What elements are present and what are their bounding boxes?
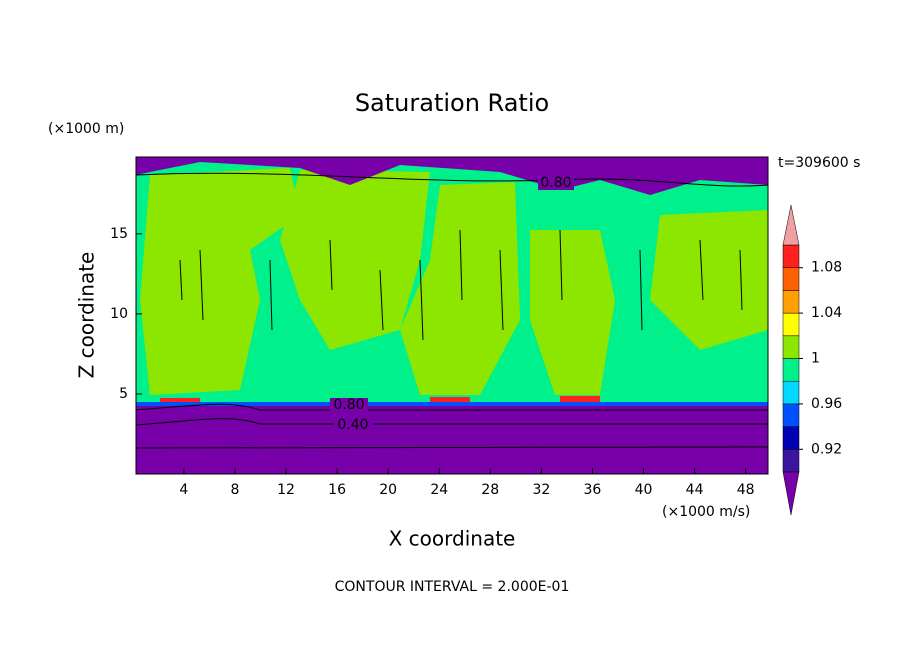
x-tick-label: 28: [481, 482, 499, 498]
x-tick-label: 16: [328, 482, 346, 498]
x-tick-label: 4: [179, 482, 188, 498]
x-tick-label: 20: [379, 482, 397, 498]
y-axis-label: Z coordinate: [75, 252, 99, 379]
x-tick-label: 12: [277, 482, 295, 498]
colorbar-tick-label: 1: [811, 351, 820, 367]
contour-line: [135, 418, 768, 426]
colorbar-segment: [782, 312, 800, 337]
colorbar-tick-label: 0.96: [811, 396, 842, 412]
x-tick-label: 24: [430, 482, 448, 498]
contour-line: [135, 172, 769, 187]
x-tick-label: 40: [635, 482, 653, 498]
y-tick-label: 5: [119, 386, 128, 402]
time-label: t=309600 s: [778, 155, 860, 171]
colorbar-segment: [782, 335, 800, 359]
contour-label: 0.80: [333, 397, 364, 413]
chart-title: Saturation Ratio: [355, 89, 549, 117]
colorbar-tick-label: 1.04: [811, 305, 842, 321]
y-tick-label: 15: [110, 226, 128, 242]
y-tick-label: 10: [110, 306, 128, 322]
colorbar-segment: [782, 267, 800, 291]
y-units: (×1000 m): [48, 121, 124, 137]
colorbar-segment: [782, 358, 800, 382]
colorbar-segment: [782, 380, 800, 405]
contour-label: 0.80: [540, 175, 571, 191]
colorbar-segment: [782, 403, 800, 427]
colorbar-tick-label: 0.92: [811, 441, 842, 457]
colorbar-segment: [782, 290, 800, 314]
footer: CONTOUR INTERVAL = 2.000E-01: [335, 579, 570, 595]
colorbar-segment: [782, 426, 800, 450]
x-axis-label: X coordinate: [389, 527, 516, 551]
contour-label: 0.40: [337, 417, 368, 433]
x-units: (×1000 m/s): [662, 504, 750, 520]
colorbar-segment: [782, 449, 800, 473]
contour-field: [135, 157, 769, 474]
colorbar-tick-label: 1.08: [811, 260, 842, 276]
x-tick-label: 32: [532, 482, 550, 498]
x-tick-label: 48: [737, 482, 755, 498]
colorbar-under: [782, 471, 800, 516]
x-tick-label: 44: [686, 482, 704, 498]
colorbar-over: [782, 204, 800, 246]
plot-frame: [135, 156, 769, 475]
x-tick-label: 8: [230, 482, 239, 498]
x-tick-label: 36: [584, 482, 602, 498]
colorbar-segment: [782, 244, 800, 268]
